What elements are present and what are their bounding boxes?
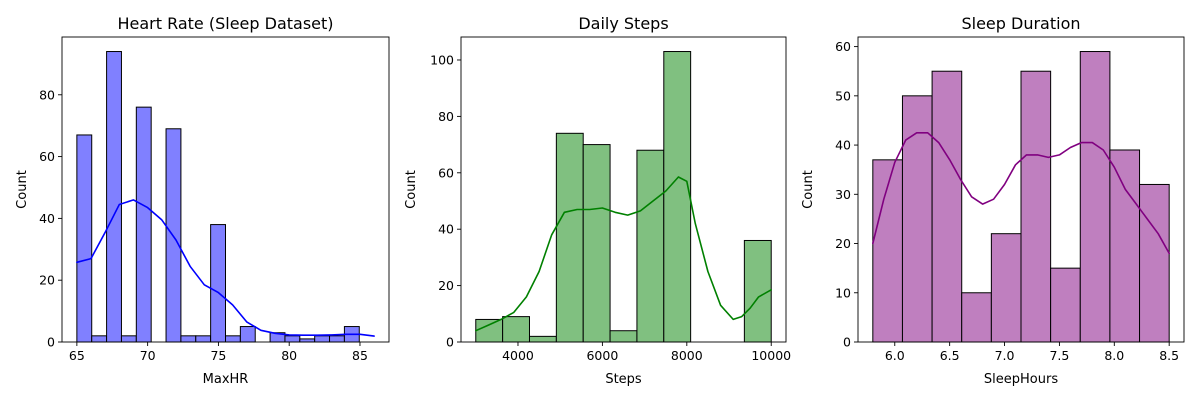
histogram-bar <box>91 335 108 343</box>
y-tick-label: 40 <box>438 222 454 237</box>
histogram-bar <box>225 335 241 343</box>
chart-title: Daily Steps <box>578 14 668 33</box>
x-axis-label: MaxHR <box>203 372 249 387</box>
histogram-bar <box>239 326 256 343</box>
histogram-bar <box>195 335 212 343</box>
x-tick-label: 6.5 <box>940 348 960 363</box>
y-tick-label: 10 <box>835 285 851 300</box>
x-tick-label: 8.0 <box>1104 348 1124 363</box>
y-axis-label: Count <box>801 170 816 209</box>
y-tick-label: 80 <box>438 109 454 124</box>
x-tick-label: 8000 <box>671 348 703 363</box>
x-tick-label: 65 <box>69 348 85 363</box>
histogram-bar <box>180 335 197 343</box>
histogram-bar <box>961 292 992 343</box>
kde-line <box>76 199 375 337</box>
y-axis-label: Count <box>404 170 419 209</box>
x-tick-label: 7.0 <box>995 348 1015 363</box>
histogram-bar <box>931 70 963 343</box>
y-tick-label: 20 <box>39 273 55 288</box>
histogram-bar <box>106 51 122 343</box>
histogram-bar <box>329 335 345 343</box>
x-axis-label: Steps <box>605 372 642 387</box>
y-tick-label: 80 <box>39 87 55 102</box>
x-tick-label: 4000 <box>502 348 534 363</box>
kde-line <box>474 176 773 332</box>
y-tick-label: 0 <box>47 335 55 350</box>
histogram-bar <box>1109 149 1141 343</box>
y-tick-label: 40 <box>835 138 851 153</box>
y-tick-label: 50 <box>835 88 851 103</box>
histogram-bar <box>636 149 665 343</box>
kde-line <box>871 132 1170 255</box>
y-tick-label: 20 <box>835 236 851 251</box>
x-tick-label: 85 <box>352 348 368 363</box>
histogram-bar <box>120 335 137 343</box>
histogram-bar <box>284 335 301 343</box>
y-tick-label: 40 <box>39 211 55 226</box>
y-tick-label: 0 <box>446 335 454 350</box>
y-axis-label: Count <box>15 170 30 209</box>
chart-title: Sleep Duration <box>961 14 1080 33</box>
histogram-bar <box>1079 51 1111 343</box>
y-tick-label: 60 <box>39 149 55 164</box>
y-tick-label: 60 <box>438 165 454 180</box>
chart-title: Heart Rate (Sleep Dataset) <box>117 14 333 33</box>
y-tick-label: 60 <box>835 39 851 54</box>
x-tick-label: 7.5 <box>1049 348 1069 363</box>
axes-frame <box>460 36 787 343</box>
histogram-bar <box>314 335 331 343</box>
histogram-bar <box>135 106 152 343</box>
y-tick-label: 20 <box>438 278 454 293</box>
x-tick-label: 70 <box>140 348 156 363</box>
x-tick-label: 6.0 <box>885 348 905 363</box>
chart-panel-1: 65 70 75 80 85 0 20 40 60 80 Heart Rate (Sleep Dat… <box>15 14 390 387</box>
chart-panel-2: 4000 6000 8000 10000 0 20 40 60 80 100 Daily Steps… <box>404 14 791 387</box>
histogram-bar <box>1050 267 1081 343</box>
histogram-bar <box>210 224 227 343</box>
histogram-bar <box>1139 183 1170 343</box>
histogram-bar <box>901 95 933 343</box>
y-tick-label: 0 <box>843 335 851 350</box>
histogram-bar <box>743 239 772 343</box>
axes-frame <box>61 36 390 343</box>
histogram-bar <box>609 330 638 343</box>
histogram-bar <box>502 316 530 343</box>
x-tick-label: 6000 <box>586 348 618 363</box>
histogram-bar <box>76 134 93 343</box>
histogram-bar <box>990 233 1022 343</box>
histogram-bar <box>1020 70 1052 343</box>
x-tick-label: 75 <box>210 348 226 363</box>
y-tick-label: 100 <box>430 52 454 67</box>
histogram-bar <box>475 318 504 343</box>
x-axis-label: SleepHours <box>984 372 1058 387</box>
x-tick-label: 8.5 <box>1159 348 1179 363</box>
x-tick-label: 80 <box>281 348 297 363</box>
axes-frame <box>857 36 1185 343</box>
histogram-bar <box>555 132 584 343</box>
histogram-bar <box>663 51 692 343</box>
histogram-bar <box>528 335 557 343</box>
histogram-bar <box>299 338 316 343</box>
chart-panel-3: 6.0 6.5 7.0 7.5 8.0 8.5 0 10 20 30 40 50 60 Sleep Dur… <box>801 14 1185 387</box>
y-tick-label: 30 <box>835 187 851 202</box>
x-tick-label: 10000 <box>751 348 791 363</box>
histogram-bar <box>582 144 611 343</box>
